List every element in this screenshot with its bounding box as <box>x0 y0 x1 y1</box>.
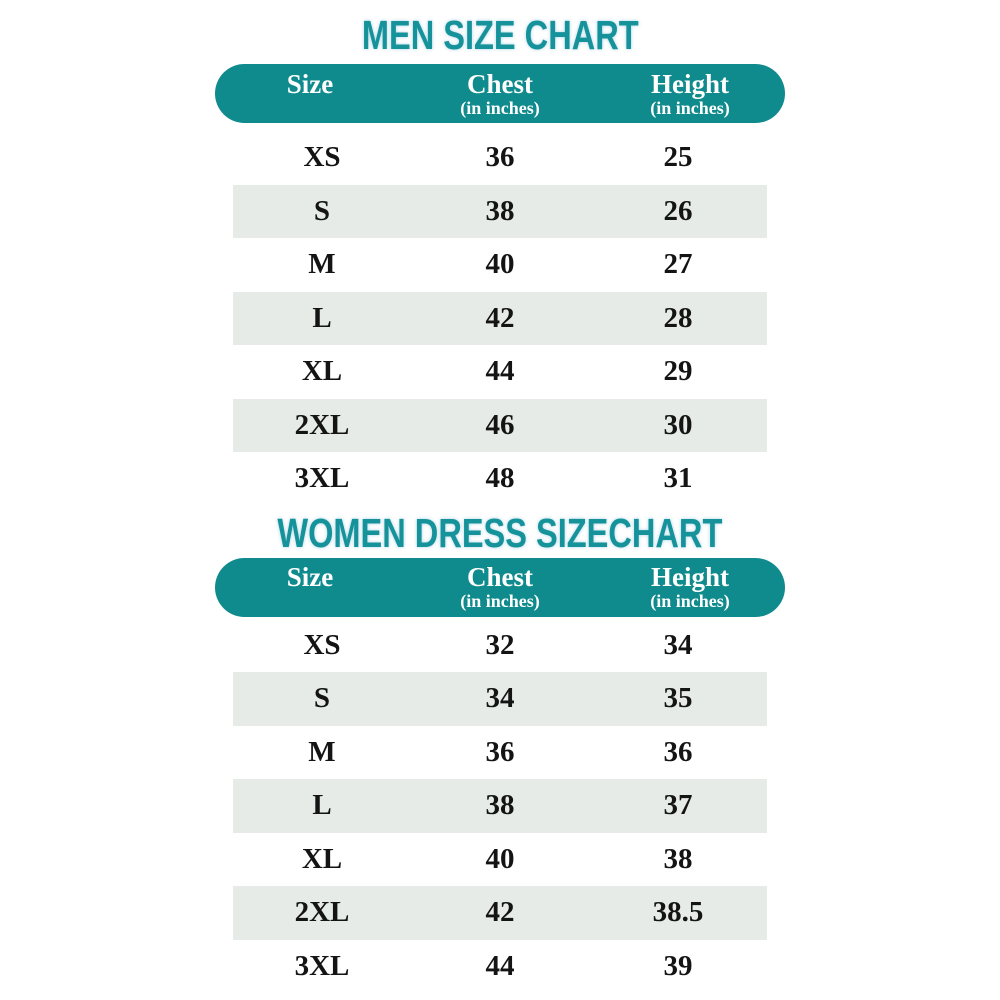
women-header-col-height: Height (in inches) <box>595 563 785 611</box>
chest-cell: 40 <box>485 842 515 875</box>
chest-cell: 36 <box>485 141 515 174</box>
women-table-header: Size Chest (in inches) Height (in inches… <box>215 557 785 617</box>
height-cell: 28 <box>663 301 693 334</box>
height-cell: 37 <box>663 789 693 822</box>
table-row: XL 44 29 <box>233 345 767 399</box>
women-header-col-chest: Chest (in inches) <box>405 563 595 611</box>
column-label: Size <box>286 562 334 592</box>
column-sublabel: (in inches) <box>460 591 540 611</box>
size-cell: M <box>308 735 336 768</box>
height-cell: 26 <box>663 194 693 227</box>
height-cell: 39 <box>663 949 693 982</box>
table-row: L 38 37 <box>233 779 767 833</box>
chest-cell: 48 <box>485 462 515 495</box>
women-chart-title: WOMEN DRESS SIZECHART <box>247 510 753 556</box>
men-table-body: XS 36 25 S 38 26 M 40 27 L 42 28 XL 44 <box>233 131 767 506</box>
height-cell: 30 <box>663 408 693 441</box>
table-row: XS 36 25 <box>233 131 767 185</box>
men-header-col-height: Height (in inches) <box>595 68 785 118</box>
chest-cell: 38 <box>485 194 515 227</box>
table-row: 2XL 42 38.5 <box>233 886 767 940</box>
chest-cell: 40 <box>485 248 515 281</box>
chest-cell: 44 <box>485 949 515 982</box>
table-row: S 38 26 <box>233 184 767 238</box>
height-cell: 25 <box>663 141 693 174</box>
column-label: Height <box>650 562 729 592</box>
women-table-body: XS 32 34 S 34 35 M 36 36 L 38 37 XL 40 <box>233 619 767 994</box>
height-cell: 31 <box>663 462 693 495</box>
men-chart-title: MEN SIZE CHART <box>343 12 658 58</box>
height-cell: 36 <box>663 735 693 768</box>
chest-cell: 38 <box>485 789 515 822</box>
chest-cell: 42 <box>485 301 515 334</box>
table-row: 3XL 48 31 <box>233 452 767 506</box>
men-table-header: Size Chest (in inches) Height (in inches… <box>215 64 785 123</box>
height-cell: 38 <box>663 842 693 875</box>
table-row: L 42 28 <box>233 291 767 345</box>
height-cell: 27 <box>663 248 693 281</box>
table-row: XS 32 34 <box>233 619 767 673</box>
height-cell: 35 <box>663 682 693 715</box>
column-label: Chest <box>466 562 533 592</box>
chest-cell: 46 <box>485 408 515 441</box>
column-sublabel: (in inches) <box>460 97 540 118</box>
column-label: Chest <box>466 68 533 99</box>
table-row: 3XL 44 39 <box>233 940 767 994</box>
chest-cell: 42 <box>485 896 515 929</box>
size-cell: S <box>313 682 331 715</box>
height-cell: 34 <box>663 628 693 661</box>
chest-cell: 36 <box>485 735 515 768</box>
size-cell: XL <box>301 842 343 875</box>
women-chart-title-text: WOMEN DRESS SIZECHART <box>277 510 723 556</box>
column-label: Size <box>286 68 334 99</box>
size-cell: S <box>313 194 331 227</box>
table-row: S 34 35 <box>233 672 767 726</box>
column-sublabel: (in inches) <box>650 591 730 611</box>
height-cell: 38.5 <box>652 896 704 929</box>
size-cell: 2XL <box>294 408 350 441</box>
table-row: XL 40 38 <box>233 833 767 887</box>
men-chart-title-text: MEN SIZE CHART <box>361 12 639 58</box>
table-row: M 36 36 <box>233 726 767 780</box>
size-cell: L <box>312 301 332 334</box>
size-cell: XL <box>301 355 343 388</box>
size-cell: L <box>312 789 332 822</box>
chest-cell: 34 <box>485 682 515 715</box>
chest-cell: 32 <box>485 628 515 661</box>
table-row: M 40 27 <box>233 238 767 292</box>
size-cell: 3XL <box>294 949 350 982</box>
size-cell: 2XL <box>294 896 350 929</box>
men-header-col-size: Size <box>215 68 405 118</box>
column-label: Height <box>650 68 729 99</box>
size-cell: XS <box>303 141 341 174</box>
women-header-col-size: Size <box>215 563 405 611</box>
column-sublabel: (in inches) <box>650 97 730 118</box>
table-row: 2XL 46 30 <box>233 398 767 452</box>
men-header-col-chest: Chest (in inches) <box>405 68 595 118</box>
height-cell: 29 <box>663 355 693 388</box>
size-cell: 3XL <box>294 462 350 495</box>
chest-cell: 44 <box>485 355 515 388</box>
size-cell: M <box>308 248 336 281</box>
size-cell: XS <box>303 628 341 661</box>
